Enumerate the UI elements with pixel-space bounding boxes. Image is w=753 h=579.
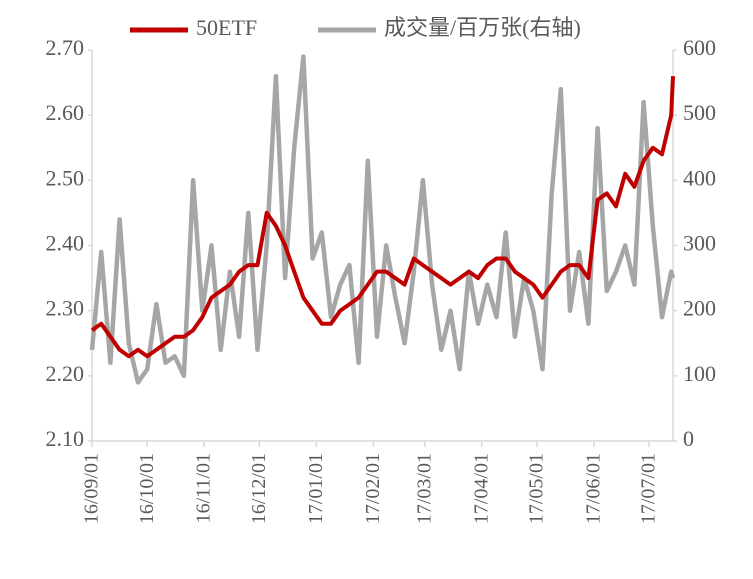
y-tick-label: 2.60 (46, 100, 85, 125)
y-tick-label: 2.40 (46, 231, 85, 256)
y2-tick-label: 600 (683, 35, 716, 60)
y2-tick-label: 100 (683, 361, 716, 386)
y-tick-label: 2.10 (46, 426, 85, 451)
y2-tick-label: 500 (683, 100, 716, 125)
x-tick-label: 16/11/01 (193, 453, 215, 523)
y-tick-label: 2.70 (46, 35, 85, 60)
y2-tick-label: 200 (683, 296, 716, 321)
legend-label: 成交量/百万张(右轴) (384, 15, 581, 40)
x-tick-label: 17/07/01 (638, 453, 660, 524)
y2-tick-label: 300 (683, 231, 716, 256)
y-tick-label: 2.20 (46, 361, 85, 386)
series-line (89, 54, 676, 385)
x-tick-label: 16/12/01 (248, 453, 270, 524)
x-tick-label: 17/05/01 (526, 453, 548, 524)
x-tick-label: 17/03/01 (413, 453, 435, 524)
y2-tick-label: 400 (683, 165, 716, 190)
x-tick-label: 17/04/01 (470, 453, 492, 524)
series-line (90, 76, 675, 359)
x-tick-label: 16/10/01 (136, 453, 158, 524)
y-tick-label: 2.50 (46, 165, 85, 190)
y-tick-label: 2.30 (46, 296, 85, 321)
legend-label: 50ETF (196, 15, 257, 40)
x-tick-label: 17/02/01 (362, 453, 384, 524)
x-tick-label: 16/09/01 (81, 453, 103, 524)
x-tick-label: 17/01/01 (305, 453, 327, 524)
y2-tick-label: 0 (683, 426, 694, 451)
x-tick-label: 17/06/01 (583, 453, 605, 524)
